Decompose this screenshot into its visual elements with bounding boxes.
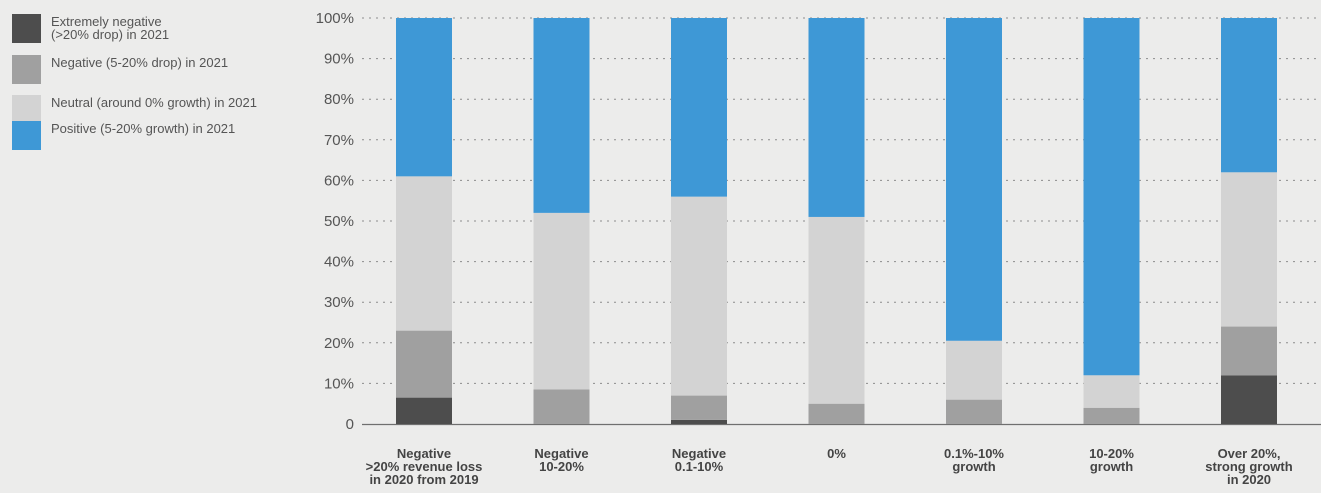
legend-label: Negative (5-20% drop) in 2021 bbox=[51, 55, 229, 70]
bar-segment bbox=[533, 389, 590, 424]
bar-segment bbox=[396, 176, 452, 331]
bar-segment bbox=[396, 397, 452, 424]
y-tick-label: 10% bbox=[324, 375, 354, 392]
legend-label: Extremely negative (>20% drop) in 2021 bbox=[51, 14, 170, 42]
y-tick-label: 50% bbox=[324, 213, 354, 230]
x-category-label: 10-20% growth bbox=[1089, 446, 1134, 474]
y-tick-label: 0 bbox=[346, 416, 354, 433]
bar-segment bbox=[946, 340, 1002, 400]
bar-segment bbox=[1221, 326, 1277, 376]
y-tick-label: 80% bbox=[324, 91, 354, 108]
bar-segment bbox=[946, 399, 1002, 424]
legend-item: Extremely negative (>20% drop) in 2021 bbox=[12, 14, 169, 43]
legend-swatch bbox=[12, 121, 41, 150]
y-tick-label: 30% bbox=[324, 294, 354, 311]
bar-segment bbox=[533, 212, 590, 390]
bar-segment bbox=[1083, 407, 1140, 424]
bar-segment bbox=[1221, 375, 1277, 424]
bar-segment bbox=[1221, 18, 1277, 173]
x-category-label: Negative 0.1-10% bbox=[672, 446, 726, 474]
legend-label: Neutral (around 0% growth) in 2021 bbox=[51, 95, 257, 110]
x-category-label: 0% bbox=[827, 446, 846, 461]
y-tick-label: 40% bbox=[324, 254, 354, 271]
legend-swatch bbox=[12, 55, 41, 84]
bar-segment bbox=[1221, 172, 1277, 327]
bar-segment bbox=[533, 18, 590, 213]
bar-segment bbox=[1083, 375, 1140, 408]
bar-segment bbox=[671, 419, 727, 424]
legend-item: Negative (5-20% drop) in 2021 bbox=[12, 55, 228, 84]
x-category-label: Negative 10-20% bbox=[534, 446, 588, 474]
y-tick-label: 60% bbox=[324, 172, 354, 189]
x-category-label: Over 20%, strong growth in 2020 bbox=[1205, 446, 1292, 487]
bar-segment bbox=[671, 196, 727, 396]
bar-segment bbox=[396, 330, 452, 398]
bar-segment bbox=[671, 18, 727, 197]
bar-segment bbox=[808, 18, 865, 217]
y-tick-label: 90% bbox=[324, 51, 354, 68]
y-tick-label: 70% bbox=[324, 132, 354, 149]
bar-segment bbox=[396, 18, 452, 177]
legend-label: Positive (5-20% growth) in 2021 bbox=[51, 121, 236, 136]
y-tick-label: 100% bbox=[316, 10, 354, 27]
legend-item: Positive (5-20% growth) in 2021 bbox=[12, 121, 235, 150]
bar-segment bbox=[671, 395, 727, 420]
legend-swatch bbox=[12, 14, 41, 43]
bar-segment bbox=[808, 403, 865, 424]
bar-segment bbox=[1083, 18, 1140, 376]
y-tick-label: 20% bbox=[324, 335, 354, 352]
legend-swatch bbox=[12, 95, 41, 124]
legend-item: Neutral (around 0% growth) in 2021 bbox=[12, 95, 257, 124]
x-category-label: Negative >20% revenue loss in 2020 from 20… bbox=[366, 446, 483, 487]
bar-segment bbox=[808, 216, 865, 404]
bar-segment bbox=[946, 18, 1002, 341]
x-category-label: 0.1%-10% growth bbox=[944, 446, 1004, 474]
